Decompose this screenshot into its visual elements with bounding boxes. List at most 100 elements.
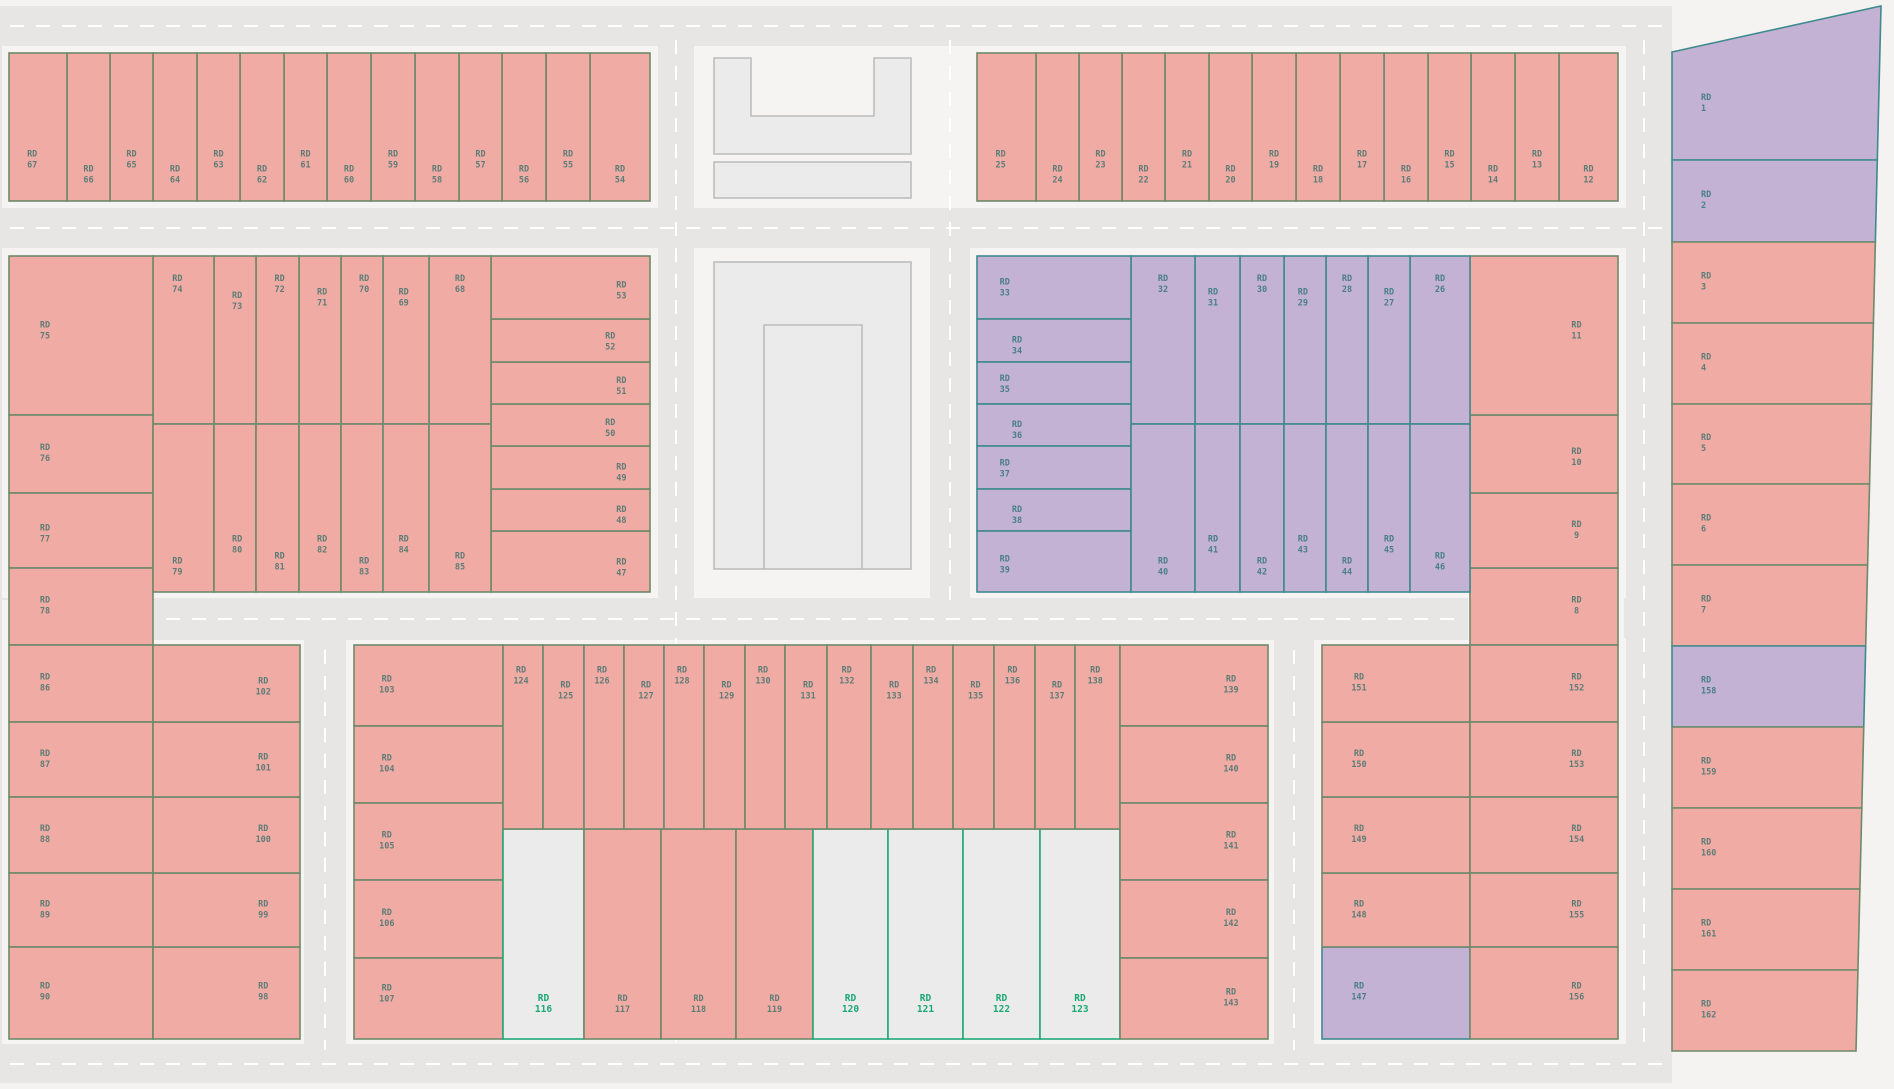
plot-162[interactable]: RD 162 <box>1671 969 1859 1052</box>
plot-28-shape[interactable] <box>1325 255 1369 425</box>
plot-10-shape[interactable] <box>1469 414 1619 494</box>
plot-82[interactable]: RD 82 <box>298 423 342 593</box>
plot-136[interactable]: RD 136 <box>993 644 1036 830</box>
plot-34[interactable]: RD 34 <box>976 318 1132 363</box>
plot-58-shape[interactable] <box>414 52 460 202</box>
plot-142[interactable]: RD 142 <box>1119 879 1269 959</box>
plot-133-shape[interactable] <box>870 644 914 830</box>
plot-21-shape[interactable] <box>1164 52 1210 202</box>
plot-22[interactable]: RD 22 <box>1121 52 1166 202</box>
plot-40[interactable]: RD 40 <box>1130 423 1196 593</box>
plot-86[interactable]: RD 86 <box>8 644 154 723</box>
plot-48[interactable]: RD 48 <box>490 488 651 532</box>
plot-41-shape[interactable] <box>1194 423 1241 593</box>
plot-125-shape[interactable] <box>542 644 585 830</box>
plot-54-shape[interactable] <box>589 52 651 202</box>
plot-154[interactable]: RD 154 <box>1469 796 1619 874</box>
plot-42-shape[interactable] <box>1239 423 1285 593</box>
plot-103[interactable]: RD 103 <box>353 644 504 727</box>
plot-143[interactable]: RD 143 <box>1119 957 1269 1040</box>
plot-39[interactable]: RD 39 <box>976 530 1132 593</box>
plot-73[interactable]: RD 73 <box>213 255 257 425</box>
plot-44[interactable]: RD 44 <box>1325 423 1369 593</box>
plot-122[interactable]: RD 122 <box>962 828 1041 1040</box>
plot-25-shape[interactable] <box>976 52 1037 202</box>
plot-57-shape[interactable] <box>458 52 503 202</box>
plot-28[interactable]: RD 28 <box>1325 255 1369 425</box>
plot-87[interactable]: RD 87 <box>8 721 154 798</box>
plot-29-shape[interactable] <box>1283 255 1327 425</box>
plot-35[interactable]: RD 35 <box>976 361 1132 405</box>
plot-119[interactable]: RD 119 <box>735 828 814 1040</box>
plot-62[interactable]: RD 62 <box>239 52 285 202</box>
plot-151[interactable]: RD 151 <box>1321 644 1471 723</box>
plot-87-shape[interactable] <box>8 721 154 798</box>
plot-74[interactable]: RD 74 <box>152 255 215 425</box>
plot-75[interactable]: RD 75 <box>8 255 154 416</box>
plot-142-shape[interactable] <box>1119 879 1269 959</box>
plot-85-shape[interactable] <box>428 423 492 593</box>
plot-13[interactable]: RD 13 <box>1514 52 1560 202</box>
plot-25[interactable]: RD 25 <box>976 52 1037 202</box>
plot-151-shape[interactable] <box>1321 644 1471 723</box>
plot-61-shape[interactable] <box>283 52 328 202</box>
plot-64-shape[interactable] <box>152 52 198 202</box>
plot-106[interactable]: RD 106 <box>353 879 504 959</box>
plot-88[interactable]: RD 88 <box>8 796 154 874</box>
plot-4[interactable]: RD 4 <box>1671 322 1875 405</box>
plot-23-shape[interactable] <box>1078 52 1123 202</box>
plot-24[interactable]: RD 24 <box>1035 52 1080 202</box>
plot-139[interactable]: RD 139 <box>1119 644 1269 727</box>
plot-40-shape[interactable] <box>1130 423 1196 593</box>
plot-15-shape[interactable] <box>1427 52 1472 202</box>
plot-107[interactable]: RD 107 <box>353 957 504 1040</box>
plot-29[interactable]: RD 29 <box>1283 255 1327 425</box>
plot-9-shape[interactable] <box>1469 492 1619 569</box>
plot-129-shape[interactable] <box>703 644 746 830</box>
plot-55[interactable]: RD 55 <box>545 52 591 202</box>
plot-128-shape[interactable] <box>663 644 705 830</box>
plot-136-shape[interactable] <box>993 644 1036 830</box>
plot-33[interactable]: RD 33 <box>976 255 1132 320</box>
plot-30-shape[interactable] <box>1239 255 1285 425</box>
plot-27-shape[interactable] <box>1367 255 1411 425</box>
plot-162-shape[interactable] <box>1671 969 1859 1052</box>
plot-134[interactable]: RD 134 <box>912 644 954 830</box>
plot-140[interactable]: RD 140 <box>1119 725 1269 804</box>
plot-27[interactable]: RD 27 <box>1367 255 1411 425</box>
plot-5[interactable]: RD 5 <box>1671 403 1873 485</box>
plot-26[interactable]: RD 26 <box>1409 255 1471 425</box>
plot-98-shape[interactable] <box>152 946 301 1040</box>
plot-159[interactable]: RD 159 <box>1671 726 1865 809</box>
plot-124[interactable]: RD 124 <box>502 644 544 830</box>
plot-65-shape[interactable] <box>109 52 154 202</box>
plot-24-shape[interactable] <box>1035 52 1080 202</box>
plot-10[interactable]: RD 10 <box>1469 414 1619 494</box>
plot-20[interactable]: RD 20 <box>1208 52 1253 202</box>
plot-147[interactable]: RD 147 <box>1321 946 1471 1040</box>
plot-54[interactable]: RD 54 <box>589 52 651 202</box>
plot-138[interactable]: RD 138 <box>1074 644 1121 830</box>
plot-99-shape[interactable] <box>152 872 301 948</box>
plot-45-shape[interactable] <box>1367 423 1411 593</box>
plot-21[interactable]: RD 21 <box>1164 52 1210 202</box>
plot-120-shape[interactable] <box>812 828 889 1040</box>
plot-6[interactable]: RD 6 <box>1671 483 1871 566</box>
plot-118-shape[interactable] <box>660 828 737 1040</box>
plot-81-shape[interactable] <box>255 423 300 593</box>
plot-126-shape[interactable] <box>583 644 625 830</box>
plot-116[interactable]: RD 116 <box>502 828 585 1040</box>
plot-19-shape[interactable] <box>1251 52 1297 202</box>
plot-2[interactable]: RD 2 <box>1671 159 1879 243</box>
plot-105-shape[interactable] <box>353 802 504 881</box>
plot-77-shape[interactable] <box>8 492 154 569</box>
plot-80[interactable]: RD 80 <box>213 423 257 593</box>
plot-148[interactable]: RD 148 <box>1321 872 1471 948</box>
plot-13-shape[interactable] <box>1514 52 1560 202</box>
plot-3[interactable]: RD 3 <box>1671 241 1877 324</box>
plot-133[interactable]: RD 133 <box>870 644 914 830</box>
plot-132-shape[interactable] <box>826 644 872 830</box>
plot-76-shape[interactable] <box>8 414 154 494</box>
plot-11[interactable]: RD 11 <box>1469 255 1619 416</box>
plot-99[interactable]: RD 99 <box>152 872 301 948</box>
